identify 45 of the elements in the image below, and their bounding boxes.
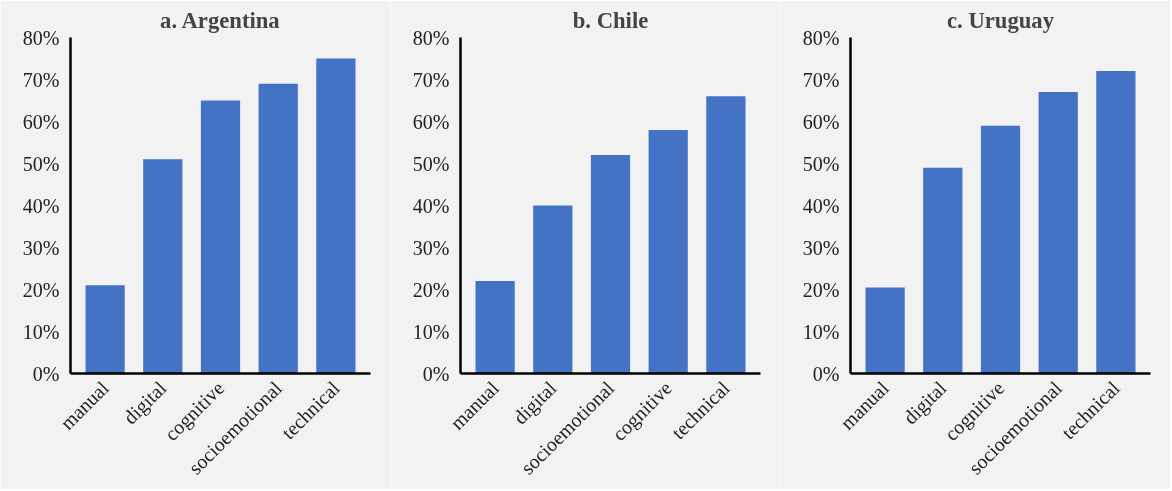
bar	[980, 125, 1021, 374]
y-tick-label: 60%	[802, 110, 840, 133]
y-tick-label: 80%	[412, 26, 450, 49]
y-tick-label: 20%	[412, 278, 450, 301]
bar	[923, 167, 963, 374]
y-tick-label: 80%	[22, 26, 60, 49]
y-tick-label: 50%	[802, 152, 840, 175]
y-tick-label: 40%	[22, 194, 60, 217]
y-tick-label: 40%	[412, 194, 450, 217]
y-tick-label: 30%	[802, 236, 840, 259]
y-tick-label: 80%	[802, 26, 840, 49]
y-tick-label: 0%	[32, 362, 60, 385]
y-tick-label: 10%	[412, 320, 450, 343]
y-tick-label: 30%	[412, 236, 450, 259]
chart-title: a. Argentina	[160, 7, 280, 33]
bar	[533, 205, 573, 374]
bar	[706, 96, 746, 374]
bar	[590, 155, 631, 374]
y-tick-label: 50%	[412, 152, 450, 175]
y-tick-label: 60%	[412, 110, 450, 133]
chart-title: b. Chile	[572, 7, 649, 33]
y-tick-label: 70%	[802, 68, 840, 91]
y-tick-label: 60%	[22, 110, 60, 133]
chart-title: c. Uruguay	[947, 7, 1055, 33]
y-tick-label: 10%	[802, 320, 840, 343]
bar	[1038, 92, 1078, 374]
bar	[143, 159, 183, 374]
bar	[316, 58, 356, 374]
y-tick-label: 20%	[22, 278, 60, 301]
y-tick-label: 0%	[422, 362, 450, 385]
bar	[85, 285, 125, 374]
y-tick-label: 0%	[812, 362, 840, 385]
y-tick-label: 20%	[802, 278, 840, 301]
y-tick-label: 50%	[22, 152, 60, 175]
y-tick-label: 40%	[802, 194, 840, 217]
bar	[648, 129, 688, 374]
bar	[200, 100, 241, 374]
y-tick-label: 10%	[22, 320, 60, 343]
bar	[865, 287, 905, 374]
y-tick-label: 70%	[412, 68, 450, 91]
bar	[1096, 71, 1136, 374]
bar	[475, 281, 515, 374]
y-tick-label: 30%	[22, 236, 60, 259]
y-tick-label: 70%	[22, 68, 60, 91]
bar	[258, 83, 298, 374]
